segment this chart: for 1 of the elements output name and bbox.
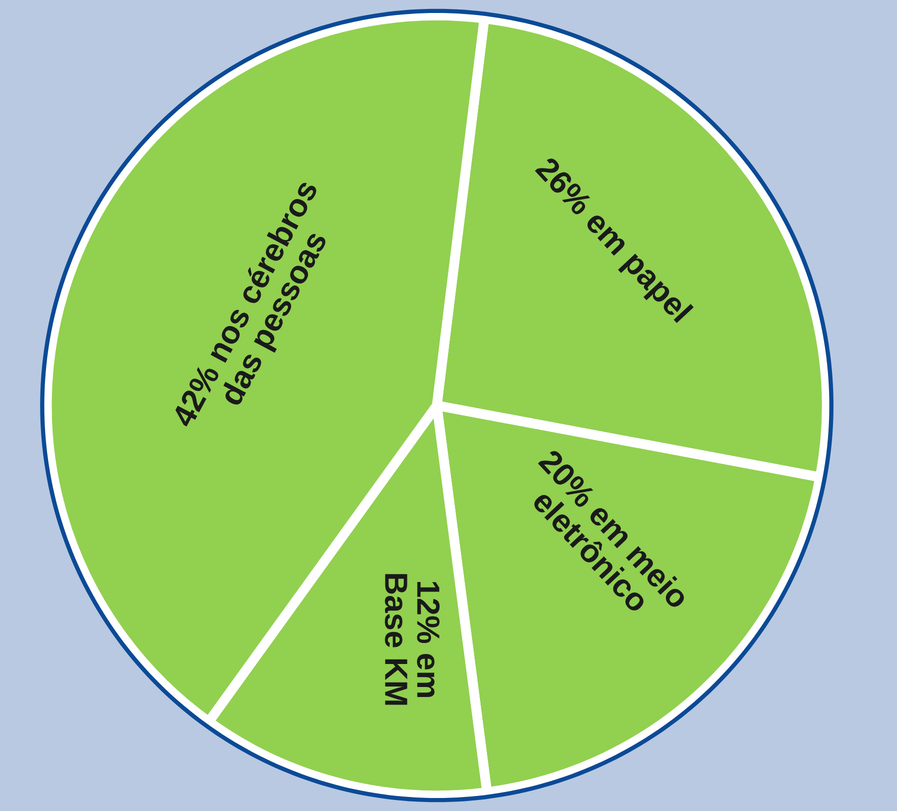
slice-label: 12% em Base KM [384,574,440,705]
